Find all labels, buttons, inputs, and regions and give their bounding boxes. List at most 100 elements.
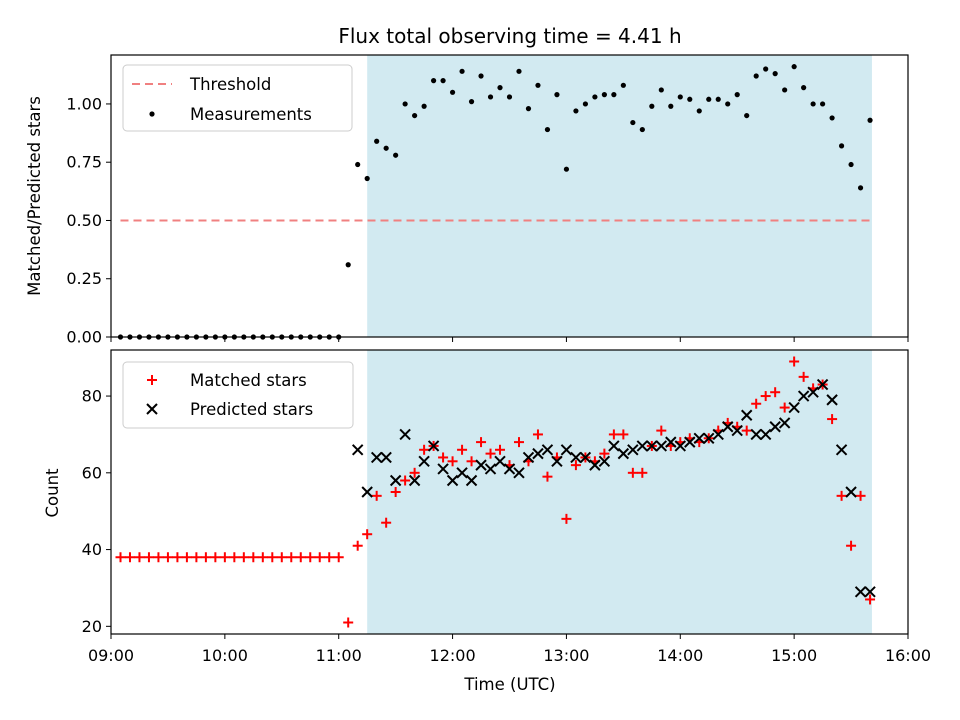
measurement-point <box>449 89 456 95</box>
measurement-point <box>801 85 807 91</box>
matched-star-point <box>134 552 145 563</box>
x-tick-label: 15:00 <box>771 646 817 665</box>
measurement-point <box>430 78 437 84</box>
matched-star-point <box>352 540 363 551</box>
x-tick-label: 10:00 <box>202 646 248 665</box>
matched-star-point <box>229 552 240 563</box>
measurement-point <box>592 94 598 100</box>
matched-star-point <box>115 552 126 563</box>
matched-star-point <box>466 456 477 467</box>
matched-star-point <box>200 552 211 563</box>
measurement-point <box>857 185 864 191</box>
predicted-star-point <box>446 474 459 487</box>
predicted-star-point <box>370 451 383 464</box>
measurement-point <box>620 82 626 88</box>
observing-window-shade <box>367 55 872 337</box>
predicted-star-point <box>522 451 535 464</box>
measurement-point <box>374 138 380 144</box>
legend-measurements-label: Measurements <box>190 105 312 124</box>
matched-star-point <box>836 490 847 501</box>
predicted-star-point <box>693 432 705 444</box>
measurement-point <box>468 99 475 105</box>
predicted-star-point <box>465 474 478 487</box>
matched-star-point <box>770 387 781 398</box>
top-y-tick-label: 0.00 <box>66 328 102 347</box>
predicted-star-point <box>513 467 525 479</box>
matched-star-point <box>210 552 221 563</box>
measurement-points <box>117 64 873 340</box>
measurement-point <box>687 96 693 102</box>
matched-star-point <box>181 552 192 563</box>
measurement-point <box>848 161 854 168</box>
x-tick-label: 13:00 <box>543 646 589 665</box>
top-y-axis-label: Matched/Predicted stars <box>25 96 44 296</box>
matched-star-point <box>419 444 430 455</box>
predicted-star-point <box>826 394 838 406</box>
matched-star-point <box>143 552 154 563</box>
measurement-point <box>753 73 759 79</box>
matched-star-point <box>741 425 752 436</box>
predicted-star-point <box>740 409 753 421</box>
x-tick-label: 12:00 <box>430 646 476 665</box>
predicted-star-point <box>570 451 582 464</box>
matched-star-point <box>390 487 401 497</box>
predicted-star-point <box>636 440 649 452</box>
predicted-star-point <box>427 440 440 452</box>
top-axes-frame <box>110 54 909 338</box>
matched-star-point <box>124 552 135 563</box>
measurement-point <box>440 78 446 84</box>
matched-star-point <box>760 391 771 402</box>
matched-star-point <box>400 475 411 486</box>
matched-star-point <box>248 552 259 563</box>
measurement-point <box>478 73 484 79</box>
predicted-star-point <box>684 436 696 448</box>
predicted-star-point <box>475 459 487 471</box>
measurement-point <box>601 92 607 98</box>
measurement-point <box>838 143 845 149</box>
predicted-star-point <box>646 440 658 452</box>
matched-star-point <box>457 444 468 455</box>
predicted-star-point <box>845 486 857 498</box>
predicted-star-point <box>807 386 819 398</box>
matched-star-point <box>191 552 202 563</box>
measurement-point <box>696 108 702 114</box>
measurement-point <box>706 96 712 102</box>
bottom-y-axis-label: Count <box>43 468 62 518</box>
predicted-star-point <box>484 463 497 475</box>
matched-star-point <box>855 490 866 501</box>
matched-star-point <box>162 552 173 563</box>
predicted-star-point <box>494 455 506 468</box>
predicted-star-point <box>778 417 791 429</box>
top-y-ticks: 0.00 0.25 0.50 0.75 1.00 <box>66 94 111 347</box>
matched-star-point <box>371 490 382 501</box>
measurement-point <box>544 126 551 133</box>
matched-star-point <box>238 552 249 563</box>
predicted-star-point <box>835 444 848 456</box>
measurement-point <box>639 126 645 133</box>
top-legend-box <box>122 64 353 132</box>
matched-star-point <box>618 429 629 440</box>
matched-star-point <box>362 529 373 540</box>
legend-predicted-swatch <box>146 403 158 415</box>
matched-star-point <box>409 467 420 478</box>
x-tick-label: 09:00 <box>88 646 134 665</box>
matched-star-point <box>324 552 335 563</box>
predicted-star-point <box>551 455 563 468</box>
matched-star-point <box>827 414 838 425</box>
predicted-star-point <box>532 447 544 460</box>
legend-matched-swatch <box>147 375 157 385</box>
predicted-star-point <box>503 463 516 475</box>
measurement-point <box>734 92 740 98</box>
matched-star-point <box>789 356 800 367</box>
matched-star-point <box>153 552 164 563</box>
measurement-point <box>506 94 513 100</box>
measurement-point <box>364 175 370 182</box>
predicted-star-point <box>665 436 677 448</box>
predicted-star-point <box>456 467 468 479</box>
matched-star-point <box>495 444 506 455</box>
matched-star-point <box>846 540 857 551</box>
measurement-point <box>744 112 750 119</box>
measurement-point <box>810 101 816 107</box>
predicted-star-point <box>797 390 810 402</box>
